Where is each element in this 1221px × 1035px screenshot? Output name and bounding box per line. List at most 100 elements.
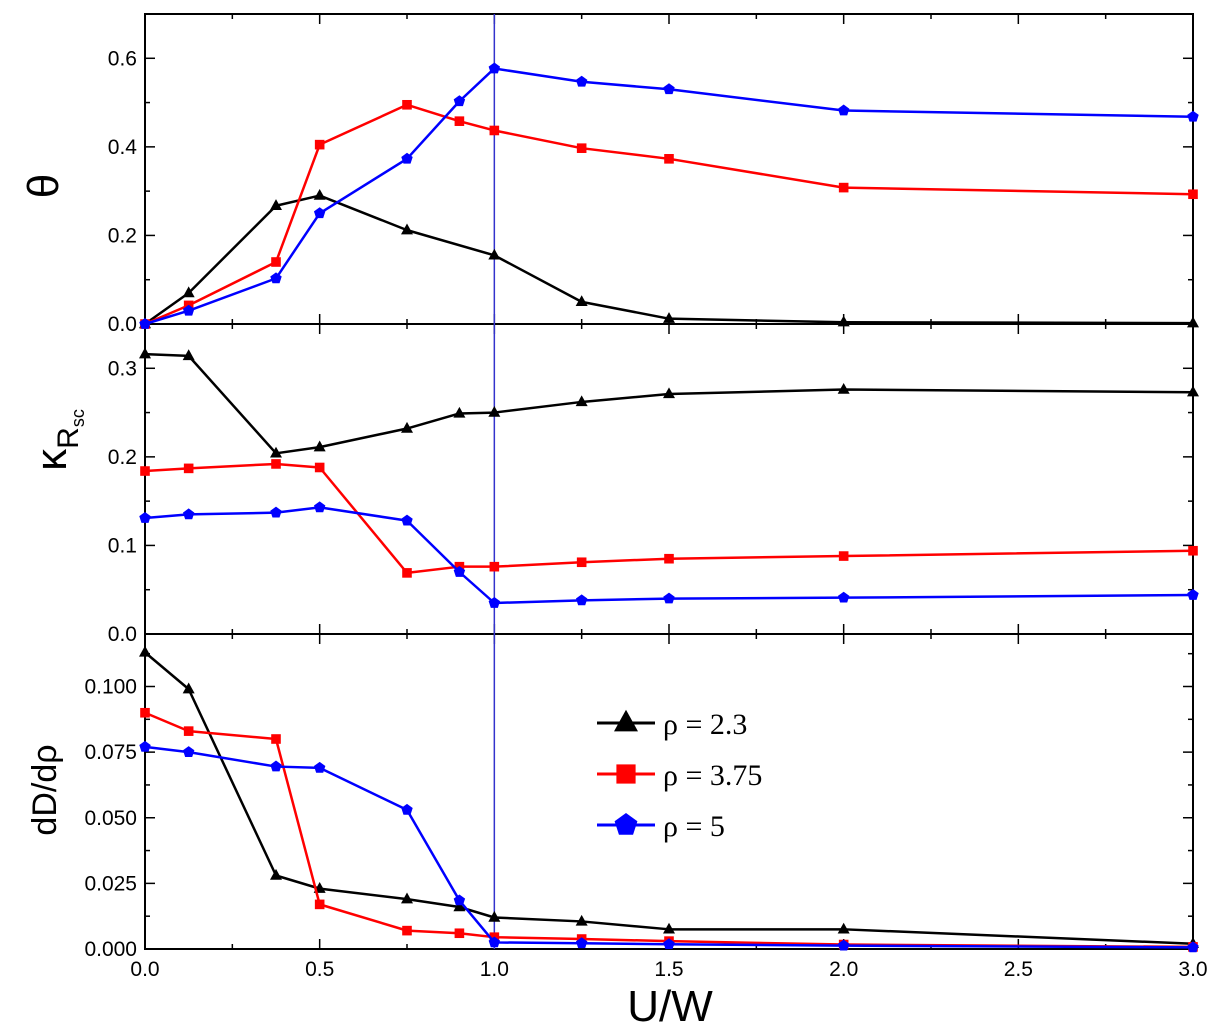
data-point [313, 761, 326, 773]
series-layer [139, 62, 1199, 953]
series-rho_5-panel-2 [139, 501, 1199, 608]
legend: ρ = 2.3 ρ = 3.75 ρ = 5 [597, 708, 762, 843]
data-point [1187, 589, 1199, 600]
data-point [271, 257, 281, 267]
data-point [1188, 545, 1198, 556]
y-tick-label: 0.1 [108, 534, 137, 557]
x-axis-title: U/W [627, 982, 713, 1031]
y-tick-label: 0.000 [84, 938, 137, 961]
y-tick-label: 0.6 [108, 47, 137, 70]
data-point [270, 199, 282, 210]
data-point [837, 939, 850, 951]
data-point [1187, 110, 1199, 122]
series-rho_2_3-panel-3 [139, 645, 1199, 948]
series-rho_3_75-panel-1 [140, 99, 1198, 329]
data-point [576, 557, 587, 568]
x-tick-label: 0.0 [130, 958, 159, 981]
data-point [183, 463, 194, 474]
y-axis-title-dd: dD/dρ [26, 744, 64, 835]
data-point [139, 347, 151, 359]
y-tick-label: 0.4 [108, 136, 138, 159]
labels-layer: U/W 0.0 0.5 1.0 1.5 2.0 2.5 3.0 θ κRsc dD/dρ [19, 174, 1208, 1031]
data-point [402, 925, 412, 936]
legend-marker [614, 813, 638, 835]
data-point [837, 104, 850, 116]
panel-frame [144, 13, 1194, 325]
y-tick-label: 0.100 [84, 676, 137, 699]
data-point [313, 207, 326, 219]
data-point [488, 597, 501, 608]
y-tick-label: 0.075 [84, 741, 137, 764]
x-tick-label: 2.0 [829, 958, 858, 981]
data-point [453, 566, 466, 577]
data-point [1187, 316, 1199, 328]
series-line [144, 352, 1194, 455]
data-point [488, 248, 501, 260]
data-point [488, 405, 501, 417]
data-point [402, 568, 412, 578]
legend-entry-rho_2_3: ρ = 2.3 [597, 708, 747, 741]
data-point [575, 395, 588, 407]
data-point [270, 506, 282, 518]
data-point [139, 645, 151, 657]
data-point [1187, 941, 1199, 953]
y-tick-label: 0.2 [108, 446, 137, 469]
series-rho_5-panel-3 [139, 740, 1199, 953]
y-tick-label: 0.025 [84, 872, 137, 895]
legend-marker [616, 764, 636, 784]
data-point [401, 892, 413, 904]
y-tick-label: 0.3 [108, 357, 137, 380]
data-point [401, 803, 413, 815]
series-rho_5-panel-1 [139, 62, 1199, 329]
panel-3: 0.000 0.025 0.050 0.075 0.100 [84, 633, 1194, 961]
data-point [663, 922, 675, 934]
data-point [139, 740, 151, 752]
series-line [144, 651, 1194, 945]
panels-layer: 0.00.20.40.60.00.10.20.30.0000.0250.0500… [84, 13, 1194, 961]
data-point [663, 592, 675, 604]
panel-frame [144, 323, 1194, 635]
data-point [139, 318, 151, 329]
data-point [664, 553, 674, 564]
data-point [313, 440, 326, 452]
data-point [453, 894, 466, 906]
data-point [313, 501, 326, 513]
data-point [140, 707, 150, 718]
data-point [663, 938, 675, 950]
x-tick-label: 1.0 [480, 958, 509, 981]
data-point [183, 726, 194, 736]
series-rho_2_3-panel-1 [139, 188, 1199, 329]
legend-label: ρ = 2.3 [663, 708, 747, 741]
data-point [488, 62, 501, 74]
data-point [182, 286, 195, 298]
data-point [838, 182, 849, 193]
data-point [401, 514, 413, 526]
panel-1: 0.0 0.2 0.4 0.6 [108, 13, 1194, 336]
y-tick-label: 0.050 [84, 807, 137, 830]
data-point [182, 349, 195, 361]
data-point [270, 868, 282, 880]
data-point [664, 154, 674, 164]
legend-marker [614, 709, 638, 732]
y-tick-label: 0.0 [108, 313, 137, 336]
data-point [140, 466, 150, 476]
data-point [401, 223, 413, 235]
data-point [575, 295, 588, 307]
series-rho_2_3-panel-2 [139, 347, 1199, 458]
data-point [313, 188, 326, 200]
data-point [838, 551, 849, 561]
data-point [488, 936, 501, 948]
y-axis-title-kappa: κRsc [27, 409, 88, 471]
data-point [663, 387, 675, 399]
data-point [453, 900, 466, 912]
data-point [575, 75, 588, 87]
series-line [144, 194, 1194, 326]
data-point [837, 922, 850, 934]
data-point [182, 682, 195, 694]
data-point [663, 312, 675, 323]
data-point [454, 928, 465, 939]
data-point [182, 746, 195, 757]
x-tick-label: 2.5 [1004, 958, 1033, 981]
data-point [575, 937, 588, 949]
